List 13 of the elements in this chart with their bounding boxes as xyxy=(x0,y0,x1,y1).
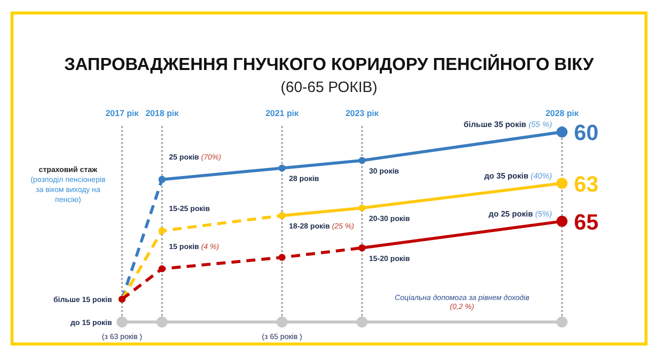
chart-subtitle: (60-65 РОКІВ) xyxy=(280,79,378,96)
x-tick-label: 2023 рік xyxy=(345,108,380,118)
x-tick-label: 2017 рік xyxy=(105,108,140,118)
x-tick-label: 2021 рік xyxy=(265,108,300,118)
series-label: 60 xyxy=(574,120,598,145)
annotation: до 35 років (40%) xyxy=(484,171,552,180)
annotation: до 25 років (5%) xyxy=(488,209,552,218)
series-label: 65 xyxy=(574,209,598,234)
series-label: 63 xyxy=(574,171,598,196)
x-tick-label: 2028 рік xyxy=(545,108,580,118)
chart-title: ЗАПРОВАДЖЕННЯ ГНУЧКОГО КОРИДОРУ ПЕНСІЙНОГО ВІКУ xyxy=(64,54,595,74)
annotation: більше 35 років (55 %) xyxy=(464,120,552,129)
x-tick-label: 2018 рік xyxy=(145,108,180,118)
